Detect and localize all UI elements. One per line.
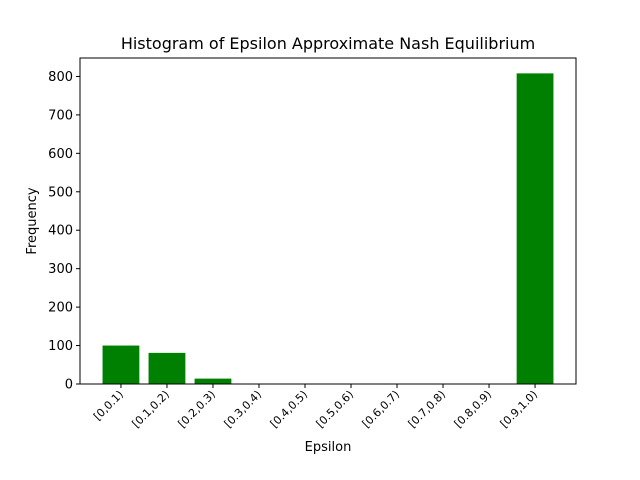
plot-frame (79, 57, 577, 385)
x-tick-label-3: [0.3,0.4) (222, 388, 264, 430)
y-tick-label-0: 0 (65, 378, 73, 393)
x-tick-label-5: [0.5,0.6) (314, 388, 356, 430)
x-tick-label-0: [0,0.1) (91, 388, 126, 423)
y-tick-label-600: 600 (48, 147, 73, 162)
bar-1 (148, 352, 186, 384)
y-axis: 0 100 200 300 400 500 600 700 800 (48, 70, 80, 393)
x-tick-label-2: [0.2,0.3) (176, 388, 218, 430)
x-axis: [0,0.1) [0.1,0.2) [0.2,0.3) [0.3,0.4) [0.4,0… (91, 384, 540, 430)
y-tick-label-100: 100 (48, 339, 73, 354)
y-tick-label-700: 700 (48, 108, 73, 123)
x-tick-label-7: [0.7,0.8) (406, 388, 448, 430)
y-tick-label-200: 200 (48, 301, 73, 316)
x-tick-label-6: [0.6,0.7) (360, 388, 402, 430)
y-tick-label-500: 500 (48, 185, 73, 200)
x-tick-label-8: [0.8,0.9) (452, 388, 494, 430)
x-tick-label-1: [0.1,0.2) (130, 388, 172, 430)
bar-0 (102, 345, 140, 384)
x-tick-label-9: [0.9,1.0) (498, 388, 540, 430)
y-tick-label-300: 300 (48, 262, 73, 277)
y-tick-label-800: 800 (48, 70, 73, 85)
x-tick-label-4: [0.4,0.5) (268, 388, 310, 430)
y-axis-label: Frequency (25, 187, 40, 254)
bar-2 (194, 378, 232, 384)
x-axis-label: Epsilon (305, 440, 352, 455)
bar-9 (516, 73, 554, 385)
bars-group (102, 73, 554, 385)
chart-title: Histogram of Epsilon Approximate Nash Eq… (121, 34, 535, 53)
y-tick-label-400: 400 (48, 224, 73, 239)
